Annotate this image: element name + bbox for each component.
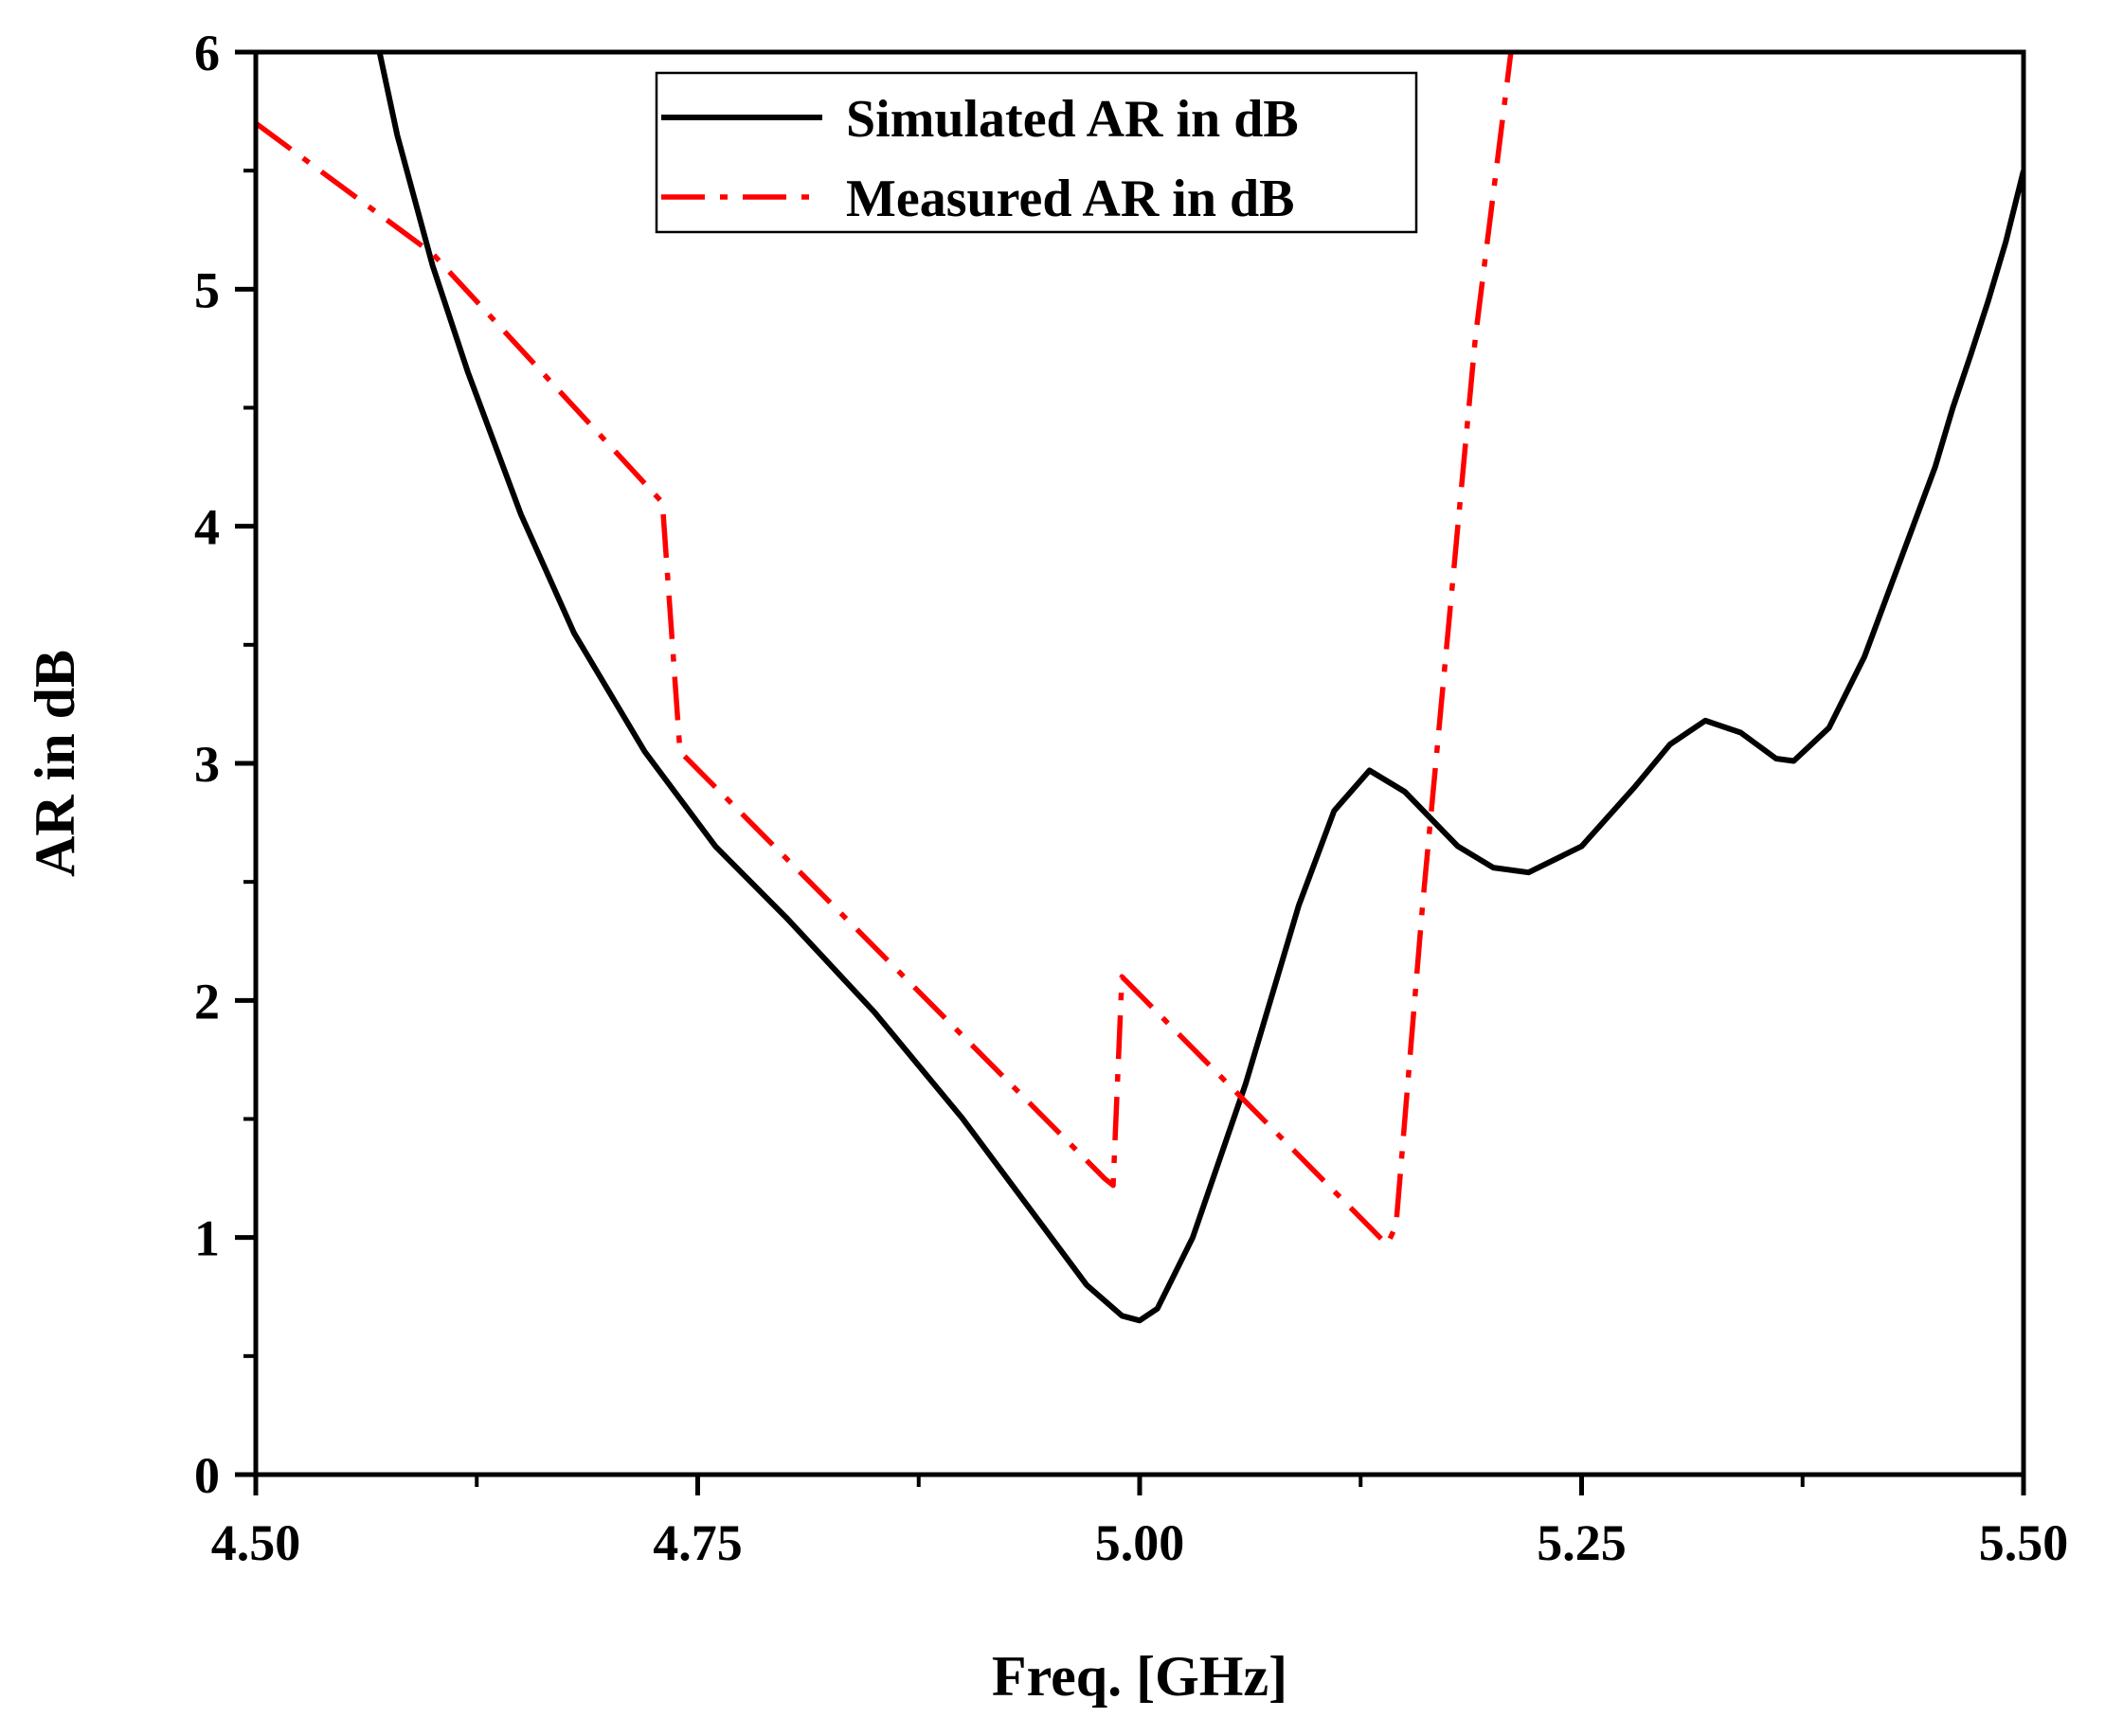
- x-tick-label: 4.75: [653, 1514, 743, 1571]
- x-axis-title: Freq. [GHz]: [992, 1645, 1287, 1708]
- y-axis: 0 1 2 3 4 5 6: [194, 25, 256, 1504]
- y-tick-label: 2: [194, 973, 220, 1029]
- y-tick-label: 6: [194, 25, 220, 81]
- legend-label: Simulated AR in dB: [846, 90, 1299, 149]
- legend: Simulated AR in dB Measured AR in dB: [655, 71, 1418, 234]
- y-axis-title: AR in dB: [24, 650, 86, 877]
- x-tick-label: 5.50: [1979, 1514, 2069, 1571]
- x-axis: 4.50 4.75 5.00 5.25 5.50: [211, 1475, 2069, 1571]
- y-tick-label: 0: [194, 1447, 220, 1504]
- y-tick-label: 5: [194, 261, 220, 318]
- legend-box: [655, 71, 1418, 234]
- series-line-simulated: [376, 52, 2024, 1324]
- legend-label: Measured AR in dB: [846, 170, 1294, 228]
- x-tick-label: 5.00: [1095, 1514, 1185, 1571]
- x-tick-label: 5.25: [1537, 1514, 1627, 1571]
- y-tick-label: 1: [194, 1210, 220, 1267]
- series-layer: [256, 52, 2024, 1324]
- plot-frame: [253, 49, 2026, 1477]
- x-tick-label: 4.50: [211, 1514, 301, 1571]
- y-tick-label: 4: [194, 499, 220, 556]
- y-tick-label: 3: [194, 736, 220, 793]
- series-line-measured: [256, 52, 1514, 1247]
